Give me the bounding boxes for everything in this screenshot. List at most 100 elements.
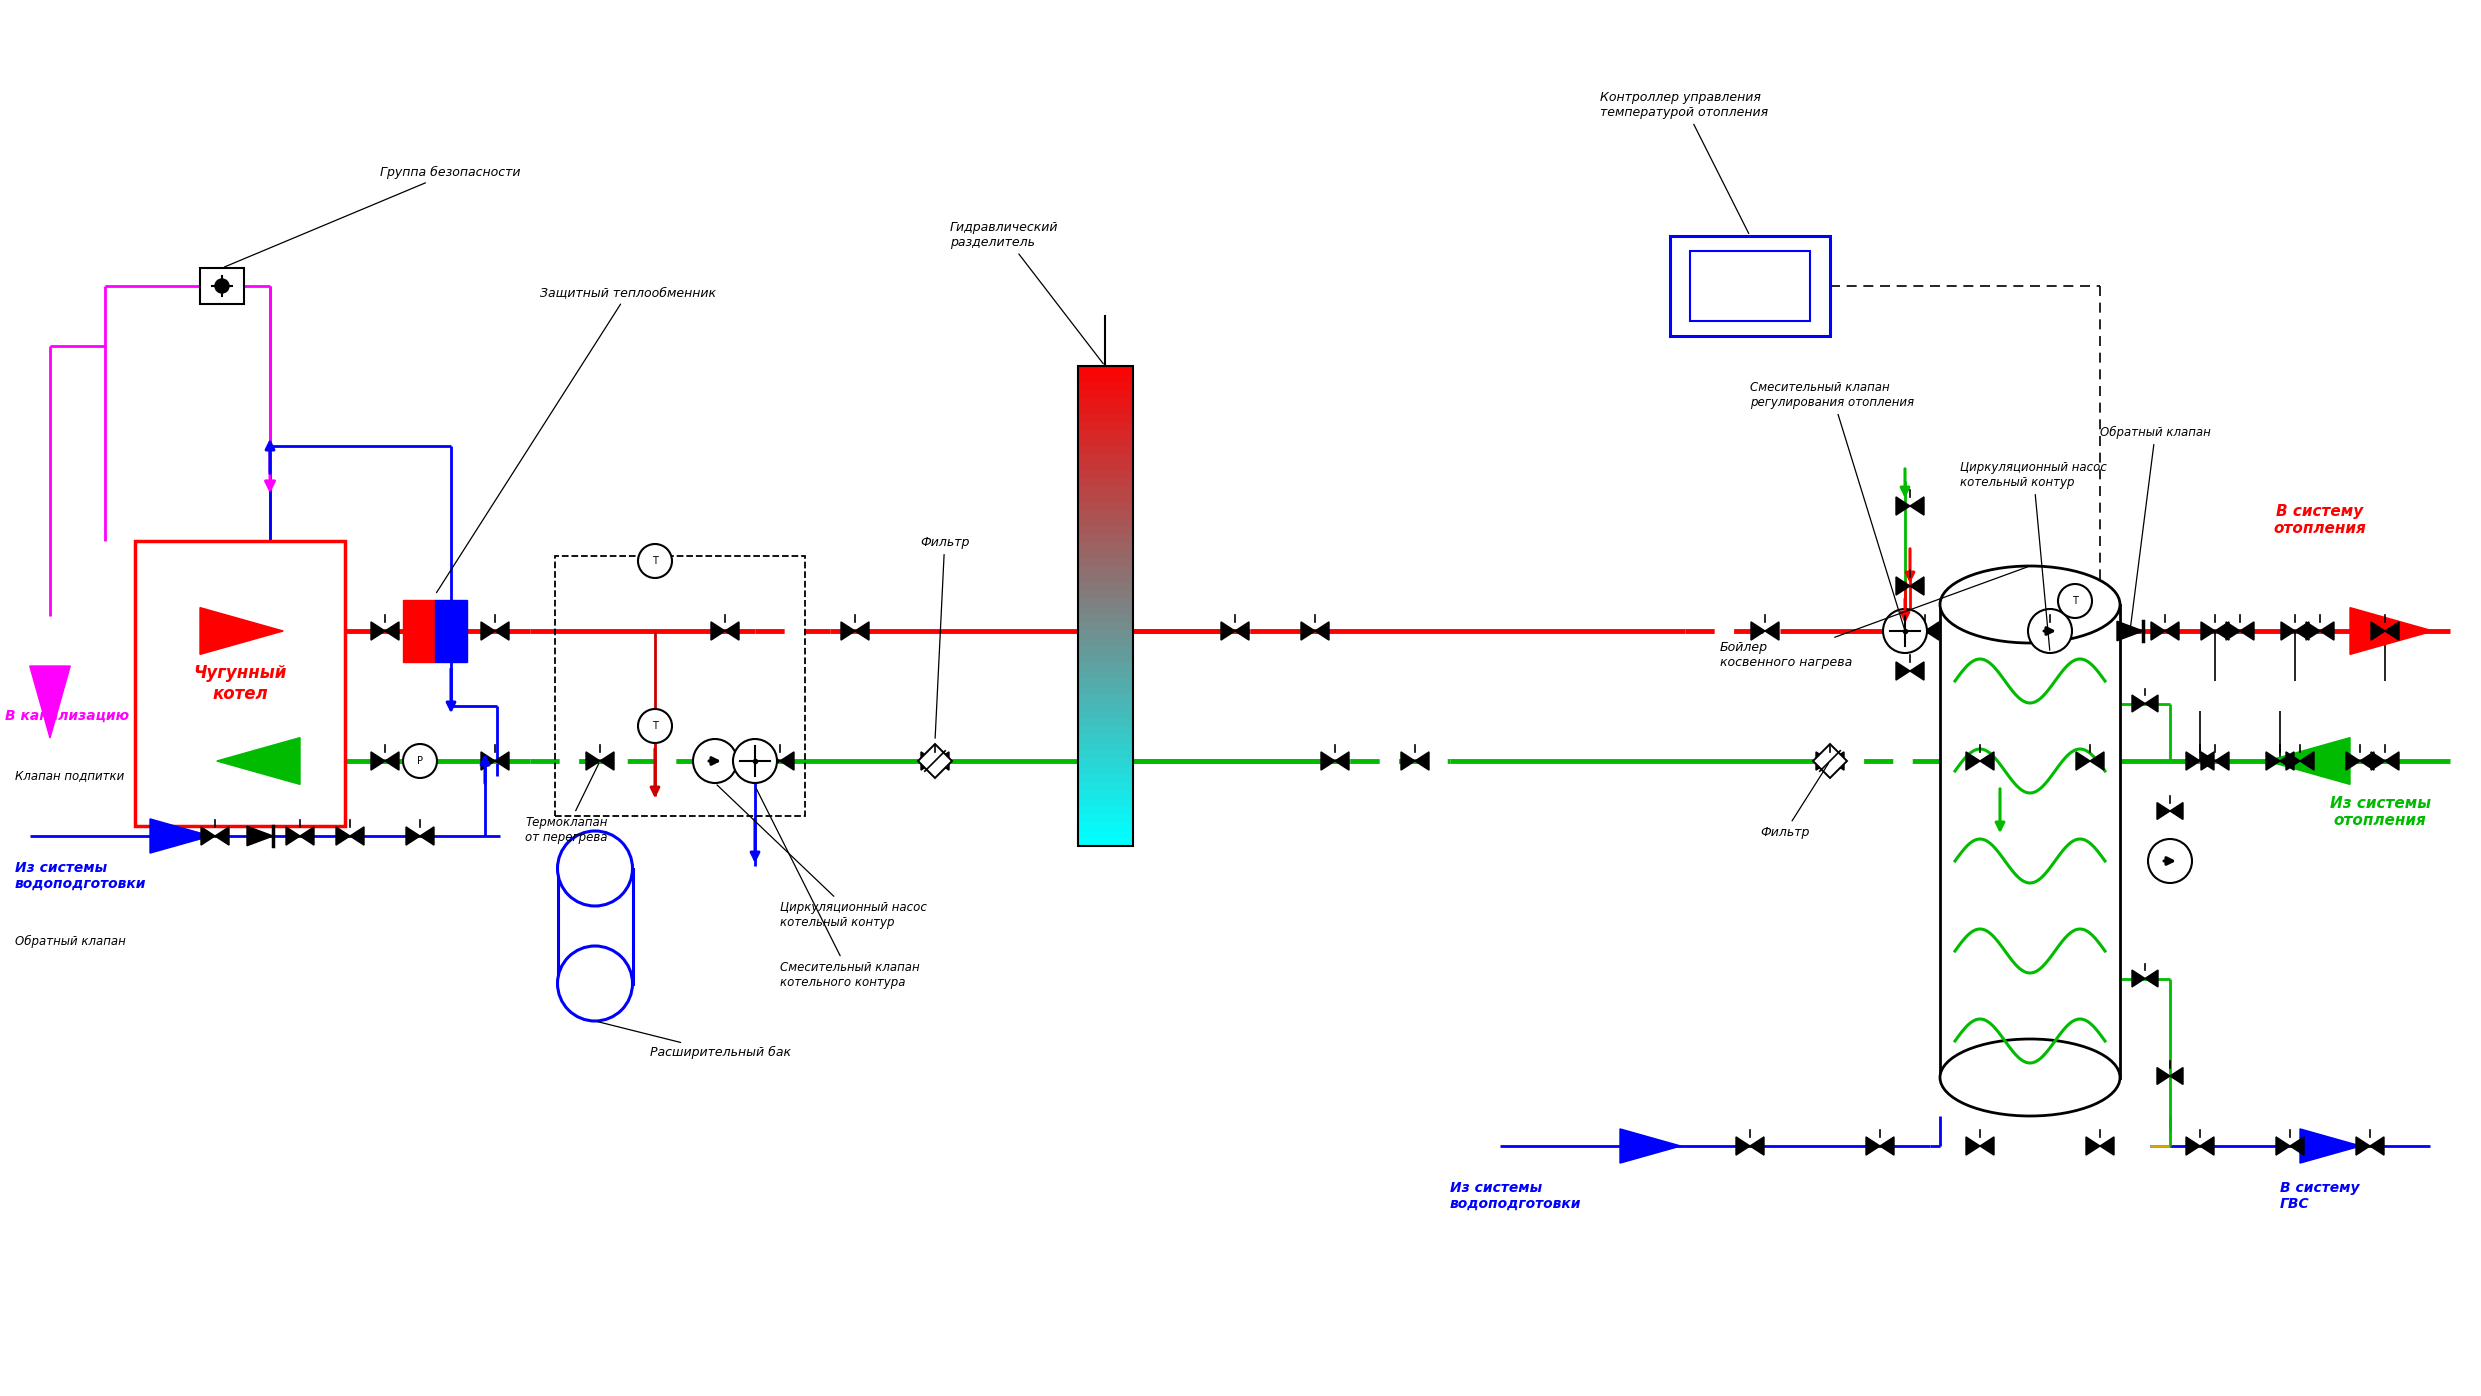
Polygon shape (2131, 695, 2146, 712)
Ellipse shape (1940, 565, 2119, 644)
Bar (1077, 685, 1131, 694)
Bar (1077, 364, 1131, 374)
Bar (1077, 829, 1131, 838)
Polygon shape (2268, 737, 2350, 785)
Polygon shape (1315, 621, 1330, 641)
Polygon shape (407, 826, 419, 845)
Polygon shape (2372, 752, 2384, 771)
Bar (1077, 413, 1131, 422)
Text: Клапан подпитки: Клапан подпитки (15, 769, 124, 783)
Text: Термоклапан
от перегрева: Термоклапан от перегрева (526, 764, 608, 845)
Polygon shape (1236, 621, 1248, 641)
Polygon shape (496, 752, 509, 771)
Bar (1077, 613, 1131, 623)
Circle shape (2149, 839, 2193, 884)
Bar (1077, 557, 1131, 565)
Polygon shape (2201, 621, 2216, 641)
Polygon shape (1895, 497, 1910, 515)
Polygon shape (2359, 752, 2374, 771)
Polygon shape (2350, 607, 2434, 655)
Bar (1077, 604, 1131, 614)
Bar (1077, 565, 1131, 574)
Polygon shape (1895, 577, 1910, 595)
Polygon shape (481, 621, 496, 641)
Polygon shape (2265, 752, 2280, 771)
Polygon shape (2216, 752, 2228, 771)
Polygon shape (2146, 695, 2158, 712)
Bar (1690, 251, 1811, 321)
Polygon shape (724, 621, 739, 641)
Polygon shape (149, 819, 211, 853)
Polygon shape (419, 826, 434, 845)
Text: Расширительный бак: Расширительный бак (598, 1022, 791, 1060)
Text: T: T (2072, 596, 2079, 606)
Bar (1077, 542, 1131, 550)
Circle shape (1883, 609, 1928, 653)
Polygon shape (1910, 662, 1923, 680)
Polygon shape (2280, 752, 2295, 771)
Ellipse shape (558, 831, 633, 906)
Text: Из системы
отопления: Из системы отопления (2330, 796, 2431, 828)
Text: Защитный теплообменник: Защитный теплообменник (437, 286, 717, 593)
Bar (1077, 525, 1131, 535)
Bar (1077, 389, 1131, 398)
Text: В канализацию: В канализацию (5, 709, 129, 723)
Text: Циркуляционный насос
котельный контур: Циркуляционный насос котельный контур (1960, 461, 2106, 651)
Polygon shape (856, 621, 868, 641)
Circle shape (2059, 584, 2091, 618)
Polygon shape (2049, 621, 2064, 641)
Text: T: T (653, 556, 657, 565)
Bar (1077, 597, 1131, 606)
Polygon shape (2087, 1136, 2099, 1154)
Polygon shape (1752, 621, 1764, 641)
Bar (1077, 422, 1131, 430)
Bar (1077, 669, 1131, 678)
Bar (1077, 469, 1131, 477)
Polygon shape (285, 826, 300, 845)
Polygon shape (1925, 621, 1940, 641)
Polygon shape (372, 621, 385, 641)
Polygon shape (2320, 621, 2335, 641)
Polygon shape (1910, 497, 1923, 515)
Polygon shape (1965, 752, 1980, 771)
Polygon shape (1414, 752, 1429, 771)
Polygon shape (841, 621, 856, 641)
Bar (201, 268, 243, 304)
Polygon shape (779, 752, 794, 771)
Bar (1077, 838, 1131, 846)
Polygon shape (385, 752, 399, 771)
Bar (558, 868, 633, 984)
Bar (1077, 733, 1131, 743)
Bar (1077, 461, 1131, 470)
Bar (1077, 533, 1131, 542)
Bar (1077, 773, 1131, 782)
Text: Циркуляционный насос
котельный контур: Циркуляционный насос котельный контур (717, 785, 928, 928)
Polygon shape (248, 826, 273, 846)
Bar (1077, 757, 1131, 766)
Polygon shape (935, 752, 950, 771)
Polygon shape (2201, 752, 2216, 771)
Polygon shape (201, 826, 216, 845)
Polygon shape (2347, 752, 2359, 771)
Text: Обратный клапан: Обратный клапан (15, 934, 127, 948)
Polygon shape (2295, 621, 2310, 641)
Polygon shape (300, 826, 315, 845)
Bar (1077, 821, 1131, 831)
Polygon shape (2216, 621, 2228, 641)
Bar (1077, 589, 1131, 597)
Polygon shape (1866, 1136, 1881, 1154)
Text: Смесительный клапан
котельного контура: Смесительный клапан котельного контура (757, 789, 920, 988)
Polygon shape (216, 737, 300, 785)
Bar (556, 556, 804, 817)
Polygon shape (2166, 621, 2178, 641)
Polygon shape (30, 666, 69, 738)
Bar (1077, 381, 1131, 389)
Text: Из системы
водоподготовки: Из системы водоподготовки (15, 861, 146, 891)
Polygon shape (350, 826, 365, 845)
Polygon shape (918, 744, 953, 778)
Bar (1077, 718, 1131, 726)
Bar (1077, 765, 1131, 773)
Bar (1077, 429, 1131, 438)
Ellipse shape (1940, 1039, 2119, 1115)
Polygon shape (372, 752, 385, 771)
